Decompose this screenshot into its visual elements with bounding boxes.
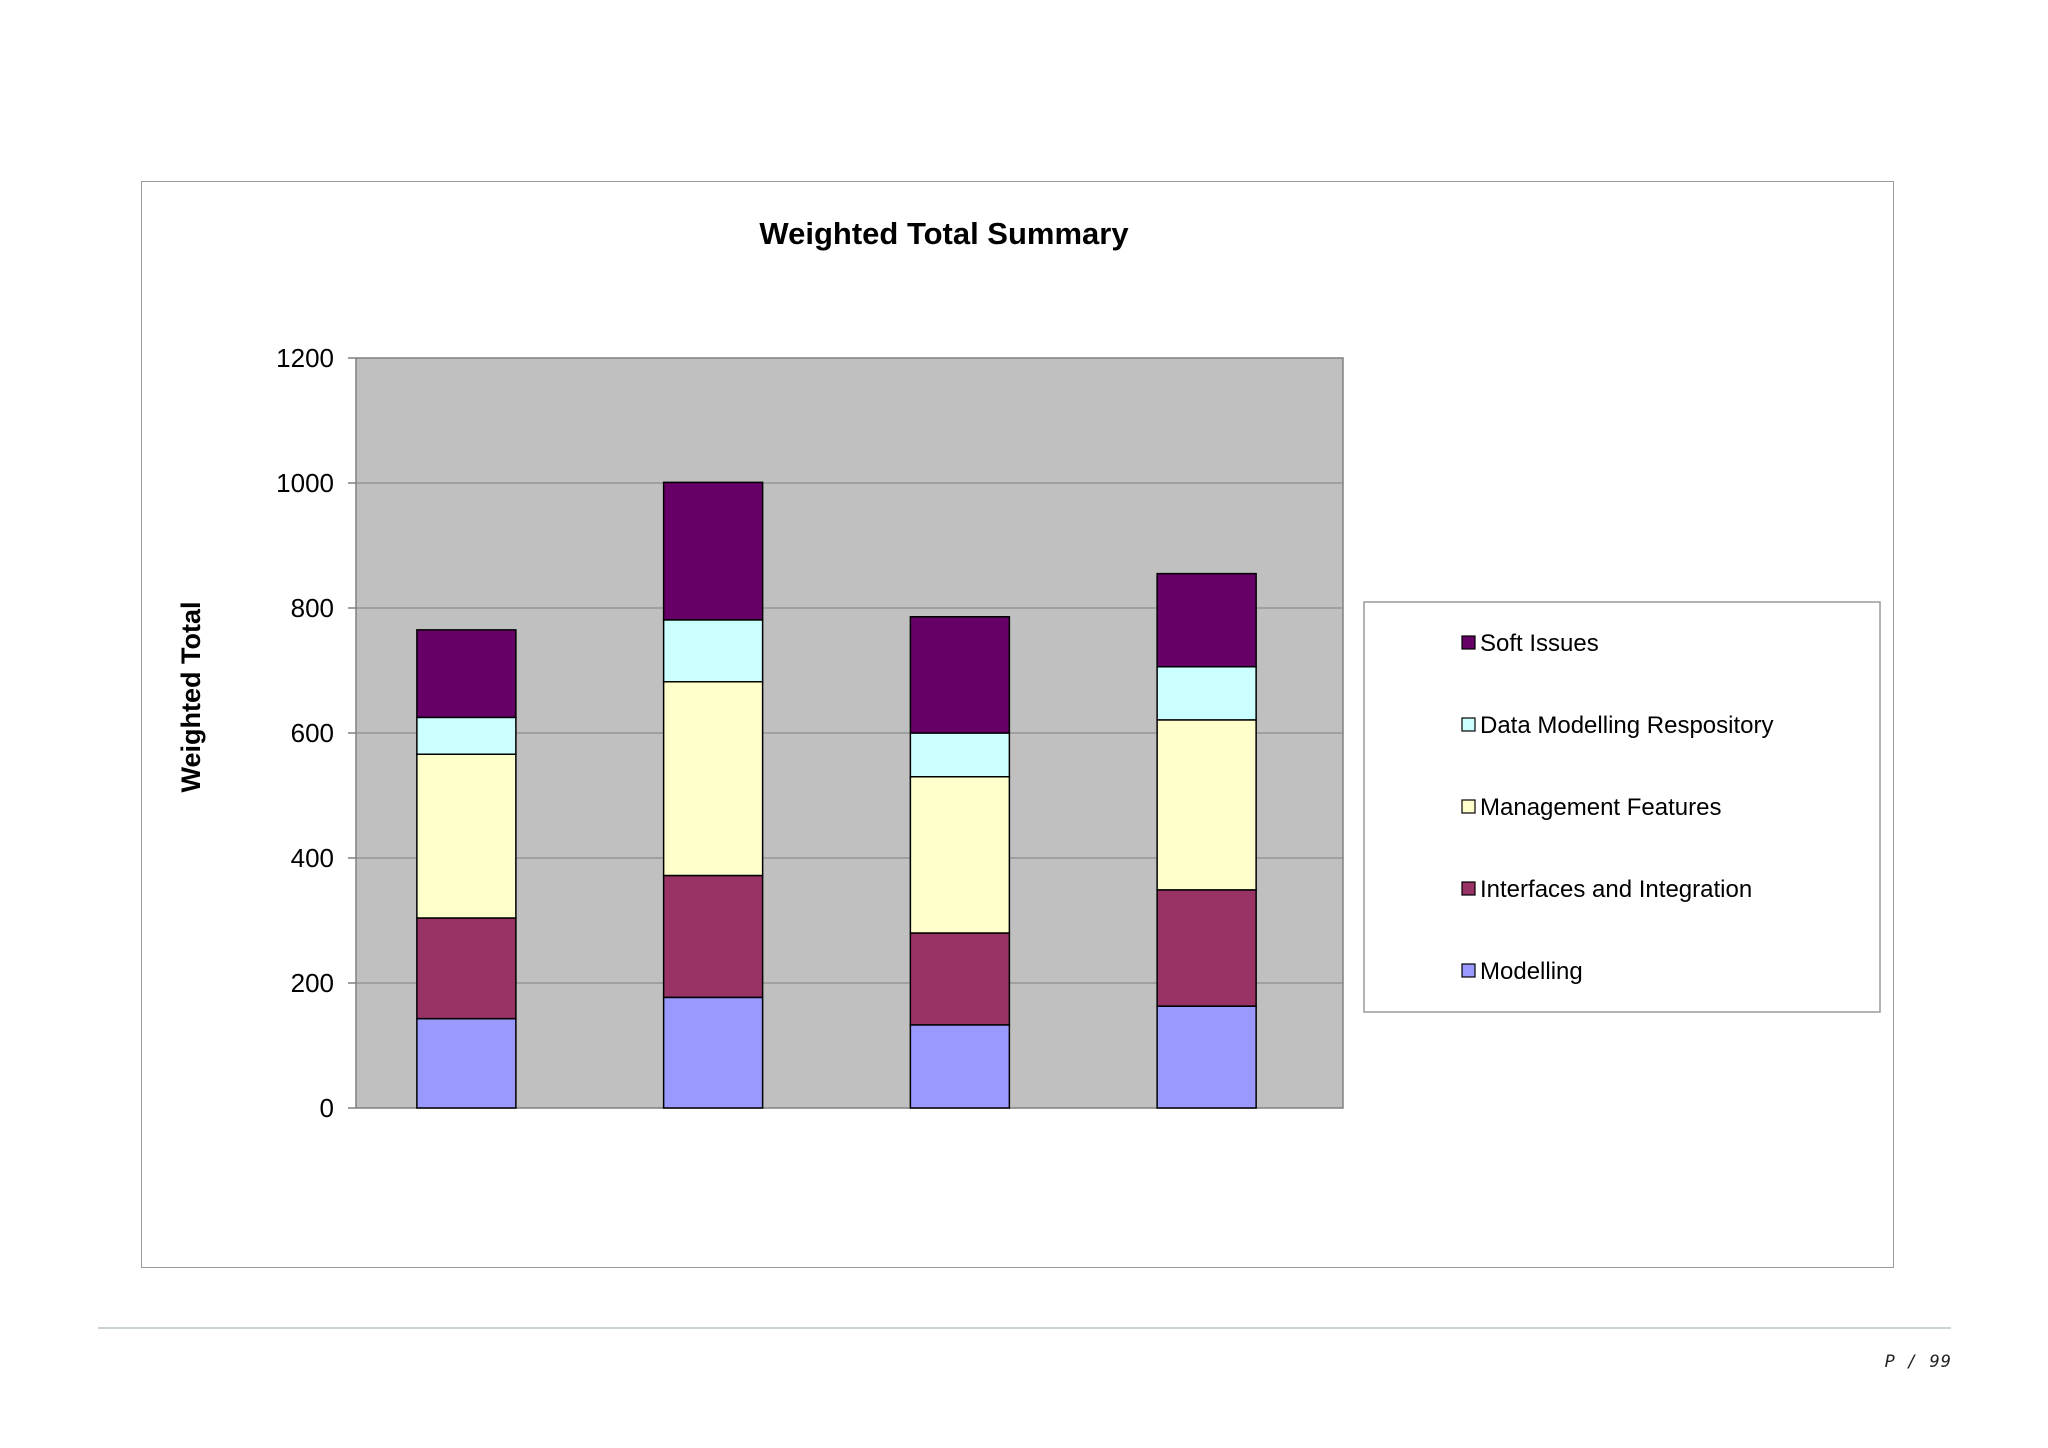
stacked-bar-chart: Weighted Total Summary Weighted Total 0 2…	[176, 216, 1881, 1123]
bars	[416, 481, 1257, 1109]
bar-segment	[416, 1017, 517, 1109]
legend-item: Data Modelling Respository	[1461, 712, 1773, 739]
legend-swatch	[1461, 881, 1476, 896]
y-tick-label: 1000	[276, 468, 334, 498]
legend-swatch	[1461, 717, 1476, 732]
bar-stack	[416, 629, 517, 1109]
y-axis-title: Weighted Total	[176, 602, 206, 793]
legend-label: Modelling	[1480, 958, 1583, 985]
bar-segment	[909, 932, 1011, 1026]
y-tick-label: 200	[291, 968, 334, 998]
bar-segment	[662, 681, 764, 877]
legend-label: Interfaces and Integration	[1480, 876, 1752, 903]
legend-item: Management Features	[1461, 794, 1721, 821]
legend-label: Management Features	[1480, 794, 1721, 821]
bar-segment	[416, 753, 517, 919]
bar-segment	[1156, 1005, 1257, 1109]
legend: Soft Issues Data Modelling Respository Man…	[1363, 601, 1881, 1013]
page-number: P / 99	[1884, 1352, 1952, 1372]
bar-segment	[662, 619, 764, 683]
bar-stack	[1156, 572, 1257, 1109]
y-tick-label: 800	[291, 593, 334, 623]
bar-segment	[662, 996, 764, 1109]
bar-segment	[416, 917, 517, 1020]
bar-segment	[909, 616, 1011, 734]
legend-swatch	[1461, 963, 1476, 978]
y-tick-labels: 0 200 400 600 800 1000 1200	[276, 343, 356, 1123]
legend-label: Soft Issues	[1480, 630, 1599, 657]
legend-swatch	[1461, 635, 1476, 650]
bar-segment	[909, 732, 1011, 778]
bar-segment	[1156, 572, 1257, 668]
bar-segment	[662, 481, 764, 621]
legend-label: Data Modelling Respository	[1480, 712, 1773, 739]
bar-segment	[1156, 666, 1257, 721]
y-tick-label: 0	[320, 1093, 334, 1123]
bar-segment	[416, 629, 517, 719]
bar-segment	[662, 874, 764, 999]
bar-segment	[909, 1024, 1011, 1109]
legend-item: Modelling	[1461, 958, 1583, 985]
chart-title: Weighted Total Summary	[759, 216, 1129, 251]
legend-item: Soft Issues	[1461, 630, 1599, 657]
y-tick-label: 1200	[276, 343, 334, 373]
footer-divider	[98, 1327, 1951, 1329]
y-tick-label: 600	[291, 718, 334, 748]
legend-item: Interfaces and Integration	[1461, 876, 1752, 903]
y-tick-label: 400	[291, 843, 334, 873]
legend-swatch	[1461, 799, 1476, 814]
legend-box	[1363, 601, 1881, 1013]
bar-stack	[662, 481, 764, 1109]
bar-stack	[909, 616, 1011, 1109]
bar-segment	[416, 716, 517, 755]
chart-frame: Weighted Total Summary Weighted Total 0 2…	[141, 181, 1894, 1268]
bar-segment	[909, 776, 1011, 934]
bar-segment	[1156, 889, 1257, 1007]
bar-segment	[1156, 719, 1257, 891]
